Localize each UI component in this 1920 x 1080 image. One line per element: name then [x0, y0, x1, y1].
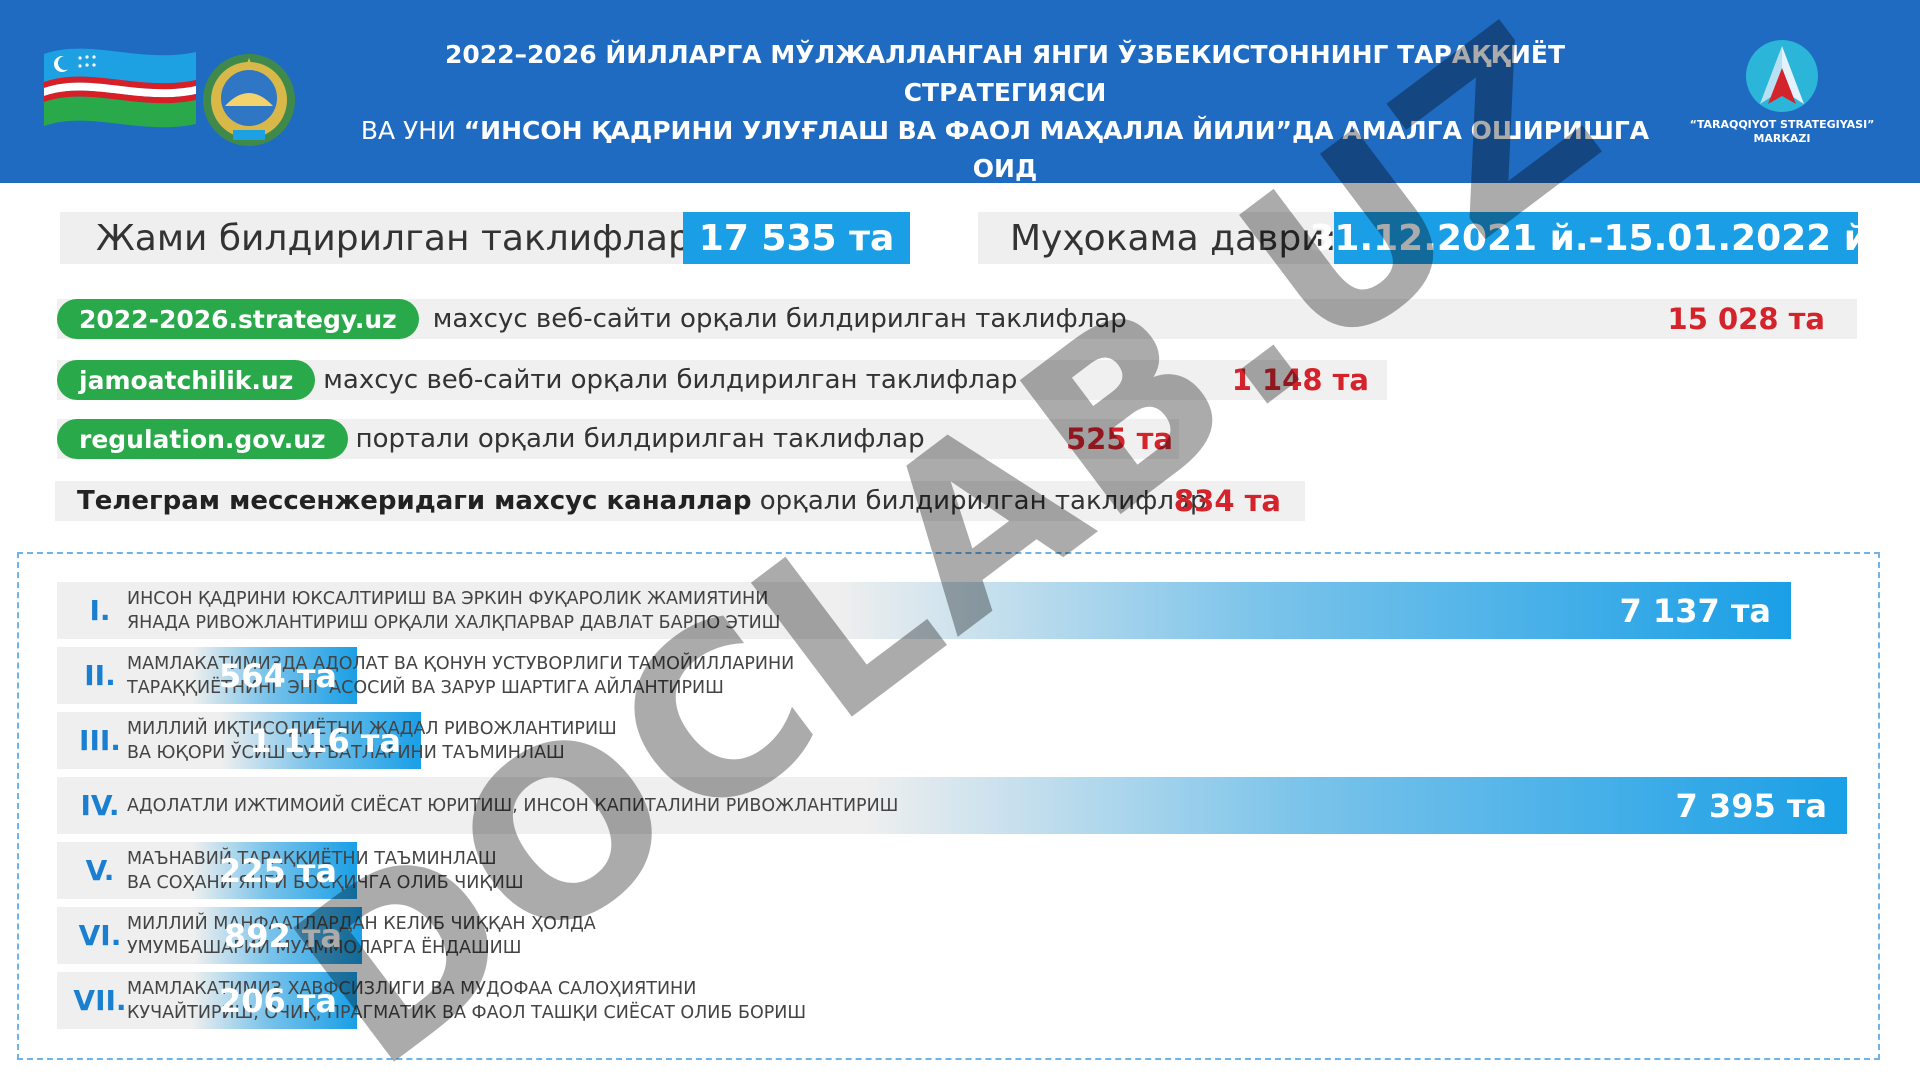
logo-caption-1: “TARAQQIYOT STRATEGIYASI”: [1689, 118, 1875, 131]
source-pill: regulation.gov.uz: [57, 419, 348, 459]
chart-value-label: 1 116 та: [249, 721, 401, 760]
priority-directions-chart: [17, 552, 1880, 1060]
discussion-period-box: Муҳокама даври: 31.12.2021 й.-15.01.2022…: [978, 212, 1883, 264]
chart-category-label-line: ИНСОН ҚАДРИНИ ЮКСАЛТИРИШ ВА ЭРКИН ФУҚАРО…: [127, 588, 769, 609]
chart-category-label: АДОЛАТЛИ ИЖТИМОИЙ СИЁСАТ ЮРИТИШ, ИНСОН К…: [127, 777, 898, 834]
uzbekistan-flag-icon: [44, 48, 196, 128]
state-emblem-icon: [203, 54, 295, 146]
source-pill: 2022-2026.strategy.uz: [57, 299, 419, 339]
chart-value-label: 7 137 та: [1619, 591, 1771, 630]
source-text: махсус веб-сайти орқали билдирилган такл…: [432, 304, 1127, 334]
chart-category-label: ИНСОН ҚАДРИНИ ЮКСАЛТИРИШ ВА ЭРКИН ФУҚАРО…: [127, 582, 780, 639]
source-row: jamoatchilik.uz махсус веб-сайти орқали …: [57, 360, 1387, 400]
chart-category-label: МАЪНАВИЙ ТАРАҚҚИЁТНИ ТАЪМИНЛАШ ВА СОҲАНИ …: [127, 842, 524, 899]
chart-bar: [194, 907, 362, 964]
chart-bar: [192, 647, 357, 704]
chart-category-number: I.: [89, 594, 111, 627]
chart-category-label-line: КУЧАЙТИРИШ, ОЧИҚ, ПРАГМАТИК ВА ФАОЛ ТАШҚ…: [127, 1002, 807, 1023]
source-count: 15 028 та: [1667, 302, 1825, 336]
logo-caption-2: MARKAZI: [1753, 132, 1811, 145]
strategy-center-logo-icon: [1746, 40, 1818, 112]
total-proposals-box: Жами билдирилган таклифлар: 17 535 та: [60, 212, 910, 264]
strategy-center-logo: “TARAQQIYOT STRATEGIYASI” MARKAZI: [1672, 38, 1892, 158]
title-line-2-prefix: ВА УНИ: [360, 116, 464, 145]
chart-category-label-line: МИЛЛИЙ МАНФААТЛАРДАН КЕЛИБ ЧИҚҚАН ҲОЛДА: [127, 913, 596, 934]
title-line-1: 2022–2026 ЙИЛЛАРГА МЎЛЖАЛЛАНГАН ЯНГИ ЎЗБ…: [444, 40, 1566, 107]
source-text: портали орқали билдирилган таклифлар: [355, 424, 925, 454]
discussion-period-value: 31.12.2021 й.-15.01.2022 й.: [1309, 212, 1883, 264]
title-line-2-bold: “ИНСОН ҚАДРИНИ УЛУҒЛАШ ВА ФАОЛ МАҲАЛЛА Й…: [463, 116, 1293, 145]
chart-category-label: МАМЛАКАТИМИЗДА АДОЛАТ ВА ҚОНУН УСТУВОРЛИ…: [127, 647, 794, 704]
chart-category-label-line: ВА СОҲАНИ ЯНГИ БОСҚИЧГА ОЛИБ ЧИҚИШ: [127, 872, 524, 893]
chart-category-number: VI.: [78, 919, 122, 952]
source-text-rest: орқали билдирилган таклифлар: [751, 486, 1207, 516]
source-count: 525 та: [1065, 422, 1173, 456]
source-count: 834 та: [1173, 484, 1281, 518]
discussion-period-label: Муҳокама даври:: [1010, 217, 1337, 259]
chart-category-number: III.: [79, 724, 121, 757]
source-count: 1 148 та: [1231, 363, 1369, 397]
source-row: regulation.gov.uz портали орқали билдири…: [57, 419, 1179, 459]
chart-category-number: V.: [85, 854, 115, 887]
header-banner: 2022–2026 ЙИЛЛАРГА МЎЛЖАЛЛАНГАН ЯНГИ ЎЗБ…: [0, 0, 1920, 221]
chart-category-label-line: ЯНАДА РИВОЖЛАНТИРИШ ОРҚАЛИ ХАЛҚПАРВАР ДА…: [127, 612, 781, 633]
source-text: Телеграм мессенжеридаги махсус каналлар …: [55, 486, 1206, 516]
header-title: 2022–2026 ЙИЛЛАРГА МЎЛЖАЛЛАНГАН ЯНГИ ЎЗБ…: [340, 36, 1670, 226]
chart-bar: [221, 712, 421, 769]
chart-category-label-line: МАМЛАКАТИМИЗ ХАВФСИЗЛИГИ ВА МУДОФАА САЛО…: [127, 978, 697, 999]
source-text-bold: Телеграм мессенжеридаги махсус каналлар: [77, 486, 752, 516]
chart-bar: [863, 777, 1847, 834]
chart-value-label: 564 та: [218, 656, 337, 695]
chart-category-label-line: МАМЛАКАТИМИЗДА АДОЛАТ ВА ҚОНУН УСТУВОРЛИ…: [127, 653, 795, 674]
chart-category-number: VII.: [73, 984, 127, 1017]
chart-bar: [837, 582, 1791, 639]
source-pill: jamoatchilik.uz: [57, 360, 316, 400]
chart-category-label-line: ТАРАҚҚИЁТНИНГ ЭНГ АСОСИЙ ВА ЗАРУР ШАРТИГ…: [127, 677, 724, 698]
chart-category-label-line: ВА ЮҚОРИ ЎСИШ СУРЪАТЛАРИНИ ТАЪМИНЛАШ: [127, 742, 565, 763]
chart-category-label: МИЛЛИЙ МАНФААТЛАРДАН КЕЛИБ ЧИҚҚАН ҲОЛДА У…: [127, 907, 596, 964]
total-proposals-label: Жами билдирилган таклифлар:: [96, 217, 703, 259]
chart-bar: [192, 972, 357, 1029]
source-row: 2022-2026.strategy.uz махсус веб-сайти о…: [57, 299, 1857, 339]
chart-value-label: 7 395 та: [1675, 786, 1827, 825]
title-line-2: ВА УНИ “ИНСОН ҚАДРИНИ УЛУҒЛАШ ВА ФАОЛ МА…: [340, 112, 1670, 188]
source-row: Телеграм мессенжеридаги махсус каналлар …: [55, 481, 1305, 521]
chart-value-label: 225 та: [218, 851, 337, 890]
source-text: махсус веб-сайти орқали билдирилган такл…: [323, 365, 1018, 395]
chart-value-label: 206 та: [218, 981, 337, 1020]
chart-category-label: МАМЛАКАТИМИЗ ХАВФСИЗЛИГИ ВА МУДОФАА САЛО…: [127, 972, 806, 1029]
chart-category-label-line: МАЪНАВИЙ ТАРАҚҚИЁТНИ ТАЪМИНЛАШ: [127, 848, 497, 869]
chart-category-number: II.: [84, 659, 116, 692]
chart-category-label: МИЛЛИЙ ИҚТИСОДИЁТНИ ЖАДАЛ РИВОЖЛАНТИРИШ В…: [127, 712, 617, 769]
title-line-2-suffix: ДА АМАЛГА ОШИРИШГА ОИД: [972, 116, 1650, 183]
chart-category-label-line: АДОЛАТЛИ ИЖТИМОИЙ СИЁСАТ ЮРИТИШ, ИНСОН К…: [127, 795, 899, 816]
chart-bar: [192, 842, 357, 899]
chart-category-label-line: УМУМБАШАРИЙ МУАММОЛАРГА ЁНДАШИШ: [127, 937, 522, 958]
chart-value-label: 892 та: [223, 916, 342, 955]
chart-category-number: IV.: [80, 789, 120, 822]
chart-category-label-line: МИЛЛИЙ ИҚТИСОДИЁТНИ ЖАДАЛ РИВОЖЛАНТИРИШ: [127, 718, 617, 739]
total-proposals-value: 17 535 та: [683, 212, 910, 264]
